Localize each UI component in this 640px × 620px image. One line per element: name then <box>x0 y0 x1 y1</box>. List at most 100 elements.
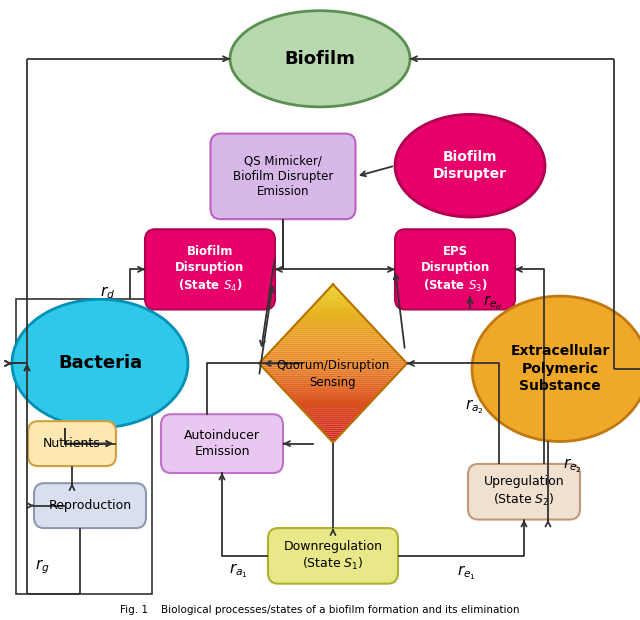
Polygon shape <box>287 332 380 334</box>
Polygon shape <box>272 378 394 379</box>
Text: Upregulation
(State $S_2$): Upregulation (State $S_2$) <box>484 476 564 508</box>
FancyBboxPatch shape <box>34 483 146 528</box>
Polygon shape <box>316 425 349 427</box>
Polygon shape <box>259 361 407 363</box>
Polygon shape <box>331 441 335 443</box>
Polygon shape <box>311 306 355 308</box>
Polygon shape <box>320 428 346 431</box>
Polygon shape <box>316 300 349 302</box>
Polygon shape <box>289 330 378 332</box>
Polygon shape <box>300 318 366 320</box>
Polygon shape <box>289 395 378 397</box>
Text: Biofilm: Biofilm <box>285 50 355 68</box>
Polygon shape <box>314 302 351 304</box>
Polygon shape <box>298 320 368 322</box>
Ellipse shape <box>395 114 545 217</box>
Polygon shape <box>287 393 380 395</box>
Polygon shape <box>264 370 401 371</box>
Text: Reproduction: Reproduction <box>49 499 132 512</box>
Polygon shape <box>328 288 339 290</box>
Polygon shape <box>268 373 397 375</box>
Polygon shape <box>283 389 383 391</box>
Text: $r_{a_1}$: $r_{a_1}$ <box>228 562 248 580</box>
Polygon shape <box>292 326 374 328</box>
Polygon shape <box>322 431 344 433</box>
Polygon shape <box>264 355 401 358</box>
Text: Autoinducer
Emission: Autoinducer Emission <box>184 429 260 458</box>
Polygon shape <box>314 423 351 425</box>
Polygon shape <box>322 294 344 296</box>
Polygon shape <box>261 360 405 361</box>
Polygon shape <box>309 417 357 419</box>
Polygon shape <box>328 436 339 438</box>
Polygon shape <box>262 358 403 360</box>
Polygon shape <box>261 365 405 368</box>
Polygon shape <box>285 334 381 336</box>
Polygon shape <box>276 343 390 345</box>
Polygon shape <box>259 363 407 365</box>
Polygon shape <box>330 286 337 288</box>
FancyBboxPatch shape <box>211 134 355 219</box>
Bar <box>16 299 152 595</box>
Polygon shape <box>313 304 353 306</box>
Text: $r_d$: $r_d$ <box>100 285 116 301</box>
Polygon shape <box>330 438 337 441</box>
Polygon shape <box>305 413 361 415</box>
Polygon shape <box>326 290 340 292</box>
Text: $r_{a_2}$: $r_{a_2}$ <box>465 397 483 415</box>
Text: QS Mimicker/
Biofilm Disrupter
Emission: QS Mimicker/ Biofilm Disrupter Emission <box>233 154 333 198</box>
Polygon shape <box>276 381 390 383</box>
FancyBboxPatch shape <box>468 464 580 520</box>
Polygon shape <box>281 387 385 389</box>
Polygon shape <box>278 383 388 385</box>
Polygon shape <box>272 348 394 350</box>
Polygon shape <box>311 419 355 421</box>
Polygon shape <box>324 292 342 294</box>
Polygon shape <box>318 427 348 428</box>
Text: EPS
Disruption
(State $S_3$): EPS Disruption (State $S_3$) <box>420 245 490 294</box>
Polygon shape <box>266 353 399 355</box>
Polygon shape <box>278 342 388 343</box>
Polygon shape <box>301 409 364 411</box>
Polygon shape <box>298 405 368 407</box>
Polygon shape <box>292 399 374 401</box>
FancyBboxPatch shape <box>161 414 283 473</box>
Polygon shape <box>283 336 383 338</box>
Text: Extracellular
Polymeric
Substance: Extracellular Polymeric Substance <box>510 345 610 393</box>
Polygon shape <box>305 312 361 314</box>
FancyBboxPatch shape <box>28 421 116 466</box>
Polygon shape <box>296 322 370 324</box>
Ellipse shape <box>12 299 188 428</box>
Polygon shape <box>262 368 403 370</box>
Polygon shape <box>309 308 357 310</box>
FancyBboxPatch shape <box>395 229 515 309</box>
Polygon shape <box>268 352 397 353</box>
Text: Nutrients: Nutrients <box>43 437 101 450</box>
Polygon shape <box>307 415 359 417</box>
Polygon shape <box>279 340 387 342</box>
Polygon shape <box>291 397 376 399</box>
Polygon shape <box>285 391 381 393</box>
Polygon shape <box>303 411 363 413</box>
Polygon shape <box>307 310 359 312</box>
Polygon shape <box>294 324 372 326</box>
Polygon shape <box>270 350 396 352</box>
Polygon shape <box>274 379 392 381</box>
Ellipse shape <box>472 296 640 441</box>
FancyBboxPatch shape <box>268 528 398 583</box>
Polygon shape <box>324 433 342 435</box>
Text: Quorum/Disruption
Sensing: Quorum/Disruption Sensing <box>276 360 390 389</box>
Polygon shape <box>270 375 396 378</box>
Polygon shape <box>296 403 370 405</box>
Text: Biofilm
Disruption
(State $S_4$): Biofilm Disruption (State $S_4$) <box>175 245 244 294</box>
Polygon shape <box>313 421 353 423</box>
Polygon shape <box>274 345 392 348</box>
Polygon shape <box>326 435 340 436</box>
Text: Biofilm
Disrupter: Biofilm Disrupter <box>433 150 507 181</box>
Polygon shape <box>294 401 372 403</box>
Polygon shape <box>300 407 366 409</box>
Polygon shape <box>291 328 376 330</box>
Polygon shape <box>318 298 348 300</box>
Text: Bacteria: Bacteria <box>58 355 142 373</box>
Polygon shape <box>281 338 385 340</box>
